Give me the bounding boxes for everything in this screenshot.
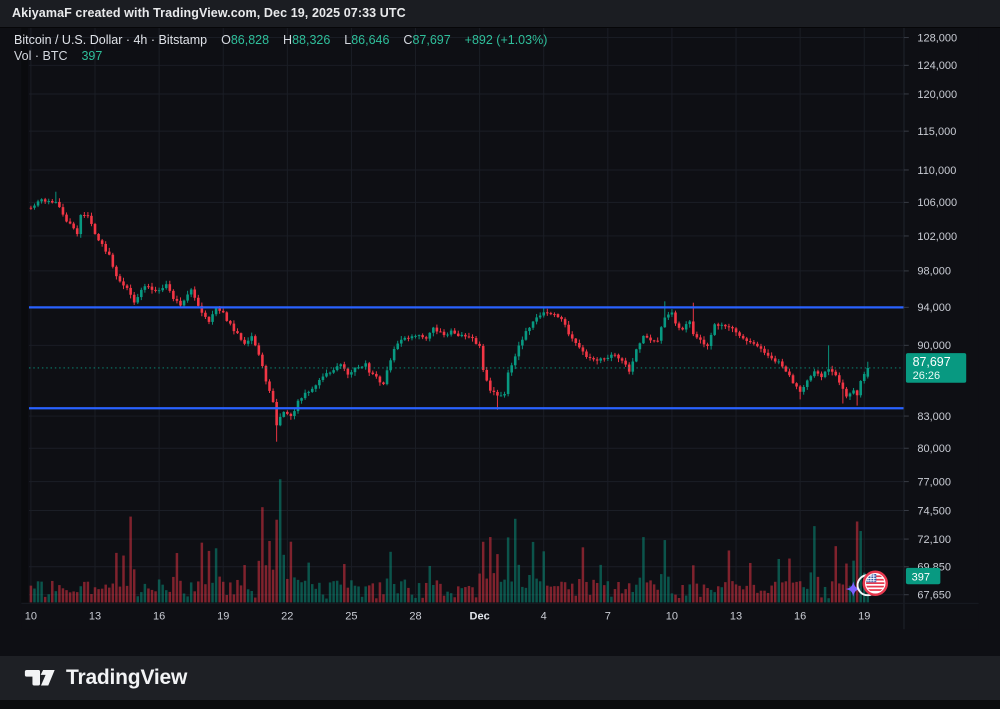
time-axis-label[interactable]: 13 — [89, 611, 101, 623]
bottom-strip — [0, 700, 1000, 709]
high-value: 88,326 — [292, 33, 331, 47]
time-axis-label[interactable]: 10 — [666, 611, 678, 623]
open-value: 86,828 — [230, 33, 270, 47]
us-flag-event-icon — [856, 570, 889, 597]
price-axis-label[interactable]: 106,000 — [917, 197, 957, 209]
price-axis-label[interactable]: 83,000 — [917, 411, 951, 423]
close-label: C — [403, 33, 413, 47]
price-axis-label[interactable]: 90,000 — [917, 340, 951, 352]
price-axis-label[interactable]: 115,000 — [917, 126, 956, 138]
time-axis-label[interactable]: 16 — [153, 611, 165, 623]
volume-badge — [905, 567, 941, 585]
change-value: +892 (+1.03%) — [464, 33, 548, 47]
time-axis-label[interactable]: 19 — [217, 611, 229, 623]
price-axis-label[interactable]: 77,000 — [917, 476, 951, 488]
price-axis-label[interactable]: 80,000 — [917, 443, 951, 455]
time-axis-label[interactable]: 13 — [730, 611, 742, 623]
time-axis-label[interactable]: Dec — [470, 611, 490, 623]
volume-value: 397 — [81, 48, 103, 63]
price-axis-label[interactable]: 120,000 — [917, 89, 957, 101]
attribution-text: AkiyamaF created with TradingView.com, D… — [12, 6, 406, 20]
price-chart[interactable]: 128,000 124,000 120,000 115,000 110,000 106,0… — [0, 28, 1000, 656]
volume-label: Vol · BTC — [14, 48, 68, 63]
time-axis-label[interactable]: 19 — [858, 611, 870, 623]
price-axis-label[interactable]: 72,100 — [917, 534, 951, 546]
symbol-title[interactable]: Bitcoin / U.S. Dollar · 4h · Bitstamp — [14, 33, 208, 47]
time-axis-label[interactable]: 10 — [25, 611, 37, 623]
brand-name[interactable]: TradingView — [66, 666, 188, 689]
price-axis-label[interactable]: 67,650 — [917, 590, 951, 602]
time-axis-label[interactable]: 25 — [345, 611, 357, 623]
legend-volume-row: Vol · BTC 397 — [14, 49, 547, 65]
volume-badge-value: 397 — [912, 571, 930, 583]
legend-title-row: Bitcoin / U.S. Dollar · 4h · Bitstamp O8… — [14, 33, 547, 49]
low-label: L — [344, 33, 352, 47]
price-axis-label[interactable]: 128,000 — [917, 32, 957, 44]
price-axis-label[interactable]: 94,000 — [917, 302, 951, 314]
volume-layer — [29, 479, 870, 603]
price-axis-label[interactable]: 102,000 — [917, 231, 957, 243]
price-axis-label[interactable]: 124,000 — [917, 60, 957, 72]
low-value: 86,646 — [351, 33, 390, 47]
plot-background — [21, 28, 979, 630]
footer-bar: TradingView — [0, 656, 1000, 700]
chart-legend: Bitcoin / U.S. Dollar · 4h · Bitstamp O8… — [14, 33, 547, 64]
close-value: 87,697 — [412, 33, 451, 47]
tradingview-logo-icon[interactable] — [24, 665, 56, 691]
attribution-bar: AkiyamaF created with TradingView.com, D… — [0, 0, 1000, 28]
open-label: O — [221, 33, 231, 47]
left-margin — [21, 28, 29, 603]
time-axis-label[interactable]: 4 — [541, 611, 547, 623]
time-axis-label[interactable]: 28 — [409, 611, 421, 623]
price-axis-label[interactable]: 110,000 — [917, 165, 956, 177]
price-badge-countdown: 26:26 — [913, 370, 941, 382]
price-axis-label[interactable]: 74,500 — [917, 505, 951, 517]
high-label: H — [283, 33, 293, 47]
time-axis-label[interactable]: 22 — [281, 611, 293, 623]
time-axis-label[interactable]: 16 — [794, 611, 806, 623]
price-badge-price: 87,697 — [913, 355, 951, 369]
price-badge — [905, 353, 967, 383]
sparkle-icon — [845, 581, 861, 597]
candles-layer — [29, 191, 870, 442]
time-axis-label[interactable]: 7 — [605, 611, 611, 623]
price-axis-label[interactable]: 98,000 — [917, 266, 951, 278]
